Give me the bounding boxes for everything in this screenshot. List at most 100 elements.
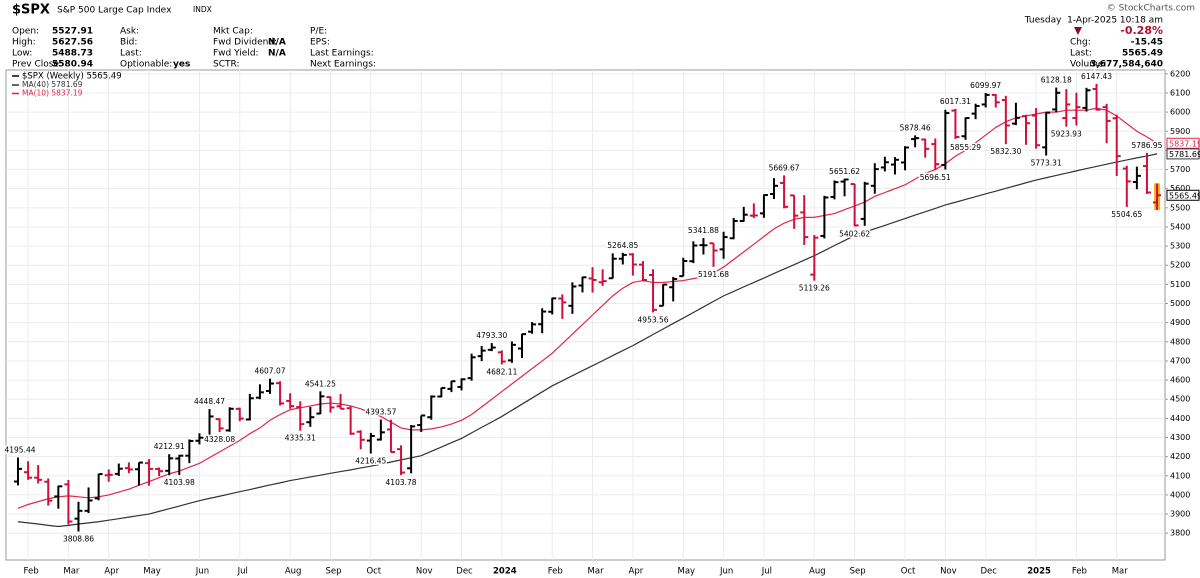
x-tick-label: Sep: [850, 567, 866, 577]
y-tick-label: 4100: [1170, 471, 1190, 480]
y-tick-label: 4500: [1170, 395, 1190, 404]
low-label: 4103.78: [386, 478, 417, 487]
field-value: 5488.73: [52, 49, 93, 59]
value-tag-box: [1166, 148, 1200, 160]
high-label: 5341.88: [688, 226, 719, 235]
field-label: Volume:: [1070, 60, 1107, 70]
low-label: 5119.26: [799, 284, 830, 293]
field-label: Ask:: [120, 27, 139, 37]
down-arrow: [1074, 27, 1082, 35]
high-label: 4607.07: [254, 367, 285, 376]
high-label: 5669.67: [769, 163, 800, 172]
x-tick-label: Aug: [809, 567, 826, 577]
x-tick-label: Jun: [719, 567, 733, 577]
field-label: P/E:: [310, 27, 327, 37]
timestamp: Tuesday 1-Apr-2025 10:18 am: [1024, 16, 1163, 26]
y-tick-label: 5200: [1170, 261, 1190, 270]
field-value: 3,677,584,640: [1090, 60, 1163, 70]
field-value: yes: [173, 60, 190, 70]
y-tick-label: 4200: [1170, 452, 1190, 461]
change-percent: -0.28%: [1120, 24, 1163, 37]
symbol: $SPX: [12, 3, 50, 18]
high-label: 4541.25: [305, 379, 336, 388]
y-tick-label: 5100: [1170, 280, 1190, 289]
index-name: S&P 500 Large Cap Index: [57, 6, 172, 16]
x-tick-label: Feb: [1072, 567, 1087, 577]
plot-frame: [5, 69, 1166, 561]
x-tick-label: 2025: [1027, 567, 1051, 577]
x-tick-label: Feb: [548, 567, 563, 577]
high-label: 4393.57: [365, 408, 396, 417]
field-label: Fwd Yield:: [213, 49, 259, 59]
high-label: 4793.30: [476, 331, 507, 340]
low-label: 4328.08: [204, 435, 235, 444]
x-tick-label: Aug: [285, 567, 302, 577]
low-label: 4682.11: [486, 367, 517, 376]
y-tick-label: 5900: [1170, 127, 1190, 136]
field-label: Chg:: [1070, 38, 1091, 48]
field-label: Prev Close:: [12, 60, 62, 70]
y-tick-label: 6100: [1170, 88, 1190, 97]
y-tick-label: 4800: [1170, 337, 1190, 346]
y-tick-label: 6000: [1170, 108, 1190, 117]
x-tick-label: Mar: [588, 567, 605, 577]
y-tick-label: 4600: [1170, 376, 1190, 385]
y-tick-label: 4700: [1170, 356, 1190, 365]
low-label: 4335.31: [285, 434, 316, 443]
high-label: 5878.46: [900, 123, 931, 132]
field-label: EPS:: [310, 38, 330, 48]
field-value: 5527.91: [52, 27, 93, 37]
low-label: 5191.68: [698, 270, 729, 279]
high-label: 6099.97: [970, 81, 1001, 90]
field-value: -15.45: [1131, 38, 1163, 48]
field-label: Open:: [12, 27, 39, 37]
field-label: Last Earnings:: [310, 49, 374, 59]
high-label: 6017.31: [940, 97, 971, 106]
x-tick-label: Oct: [901, 567, 916, 577]
moving-average-line: [17, 153, 1158, 528]
x-tick-label: 2024: [493, 567, 517, 577]
low-label: 4216.45: [355, 456, 386, 465]
legend-entry: MA(40) 5781.69: [22, 80, 83, 89]
low-label: 4103.98: [164, 478, 195, 487]
high-label: 6147.43: [1081, 72, 1112, 81]
exchange: INDX: [193, 5, 212, 14]
high-label: 5264.85: [607, 241, 638, 250]
field-label: Mkt Cap:: [213, 27, 253, 37]
x-tick-label: May: [143, 567, 161, 577]
y-tick-label: 5000: [1170, 299, 1190, 308]
high-label: 5651.62: [829, 167, 860, 176]
low-label: 5855.29: [950, 143, 981, 152]
legend-entry: MA(10) 5837.19: [22, 89, 83, 98]
legend-entry: $SPX (Weekly) 5565.49: [22, 72, 122, 82]
y-tick-label: 5400: [1170, 222, 1190, 231]
x-tick-label: Jul: [237, 567, 248, 577]
field-value: 5627.56: [52, 38, 93, 48]
field-value: N/A: [268, 49, 286, 59]
x-tick-label: May: [677, 567, 695, 577]
high-label: 5786.95: [1131, 141, 1162, 150]
high-label: 4212.91: [154, 442, 185, 451]
low-label: 3808.86: [63, 535, 94, 544]
low-label: 5504.65: [1111, 210, 1142, 219]
x-tick-label: Apr: [629, 567, 644, 577]
y-tick-label: 5500: [1170, 203, 1190, 212]
value-tag: 5565.49: [1169, 191, 1200, 200]
field-label: Last:: [1070, 49, 1092, 59]
x-tick-label: Jun: [195, 567, 209, 577]
x-tick-label: Dec: [456, 567, 473, 577]
x-tick-label: Nov: [940, 567, 957, 577]
x-tick-label: Nov: [416, 567, 433, 577]
field-label: Low:: [12, 49, 32, 59]
y-tick-label: 4000: [1170, 490, 1190, 499]
x-tick-label: Mar: [63, 567, 80, 577]
y-tick-label: 6200: [1170, 69, 1190, 78]
field-value: N/A: [268, 38, 286, 48]
y-tick-label: 3900: [1170, 510, 1190, 519]
field-label: Bid:: [120, 38, 137, 48]
x-tick-label: Sep: [325, 567, 341, 577]
field-label: High:: [12, 38, 36, 48]
low-label: 5832.30: [990, 147, 1021, 156]
